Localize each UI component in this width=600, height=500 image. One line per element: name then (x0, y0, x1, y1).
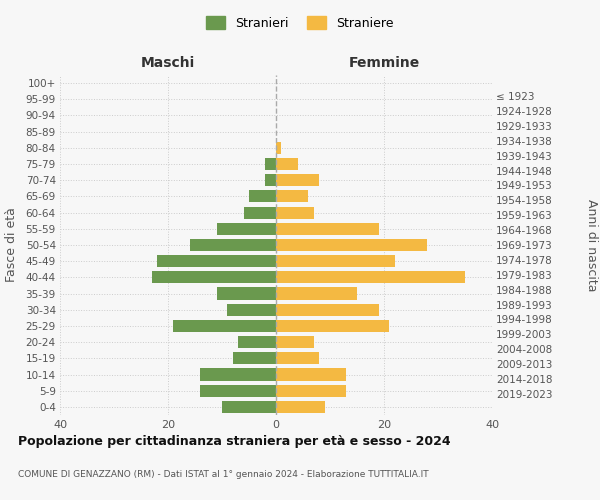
Bar (276, 272, 465, 283)
Bar (190, 239, 276, 251)
Bar (152, 272, 276, 283)
Bar (217, 222, 276, 235)
Text: Femmine: Femmine (349, 56, 419, 70)
Bar (276, 368, 346, 380)
Text: Popolazione per cittadinanza straniera per età e sesso - 2024: Popolazione per cittadinanza straniera p… (18, 435, 451, 448)
Bar (222, 401, 276, 413)
Bar (276, 255, 395, 268)
Bar (276, 384, 346, 397)
Bar (276, 174, 319, 186)
Bar (276, 352, 319, 364)
Bar (157, 255, 276, 268)
Bar (244, 206, 276, 218)
Bar (276, 288, 357, 300)
Bar (276, 190, 308, 202)
Bar (276, 239, 427, 251)
Bar (238, 336, 276, 348)
Bar (200, 368, 276, 380)
Text: Fasce di età: Fasce di età (5, 208, 19, 282)
Bar (276, 304, 379, 316)
Legend: Stranieri, Straniere: Stranieri, Straniere (202, 11, 398, 35)
Bar (249, 190, 276, 202)
Bar (227, 304, 276, 316)
Bar (276, 142, 281, 154)
Bar (276, 158, 298, 170)
Text: COMUNE DI GENAZZANO (RM) - Dati ISTAT al 1° gennaio 2024 - Elaborazione TUTTITAL: COMUNE DI GENAZZANO (RM) - Dati ISTAT al… (18, 470, 428, 479)
Bar (265, 174, 276, 186)
Bar (276, 401, 325, 413)
Bar (276, 336, 314, 348)
Bar (200, 384, 276, 397)
Text: Anni di nascita: Anni di nascita (584, 198, 598, 291)
Bar (265, 158, 276, 170)
Bar (276, 206, 314, 218)
Bar (276, 222, 379, 235)
Bar (276, 320, 389, 332)
Bar (233, 352, 276, 364)
Bar (173, 320, 276, 332)
Text: Maschi: Maschi (141, 56, 195, 70)
Bar (217, 288, 276, 300)
